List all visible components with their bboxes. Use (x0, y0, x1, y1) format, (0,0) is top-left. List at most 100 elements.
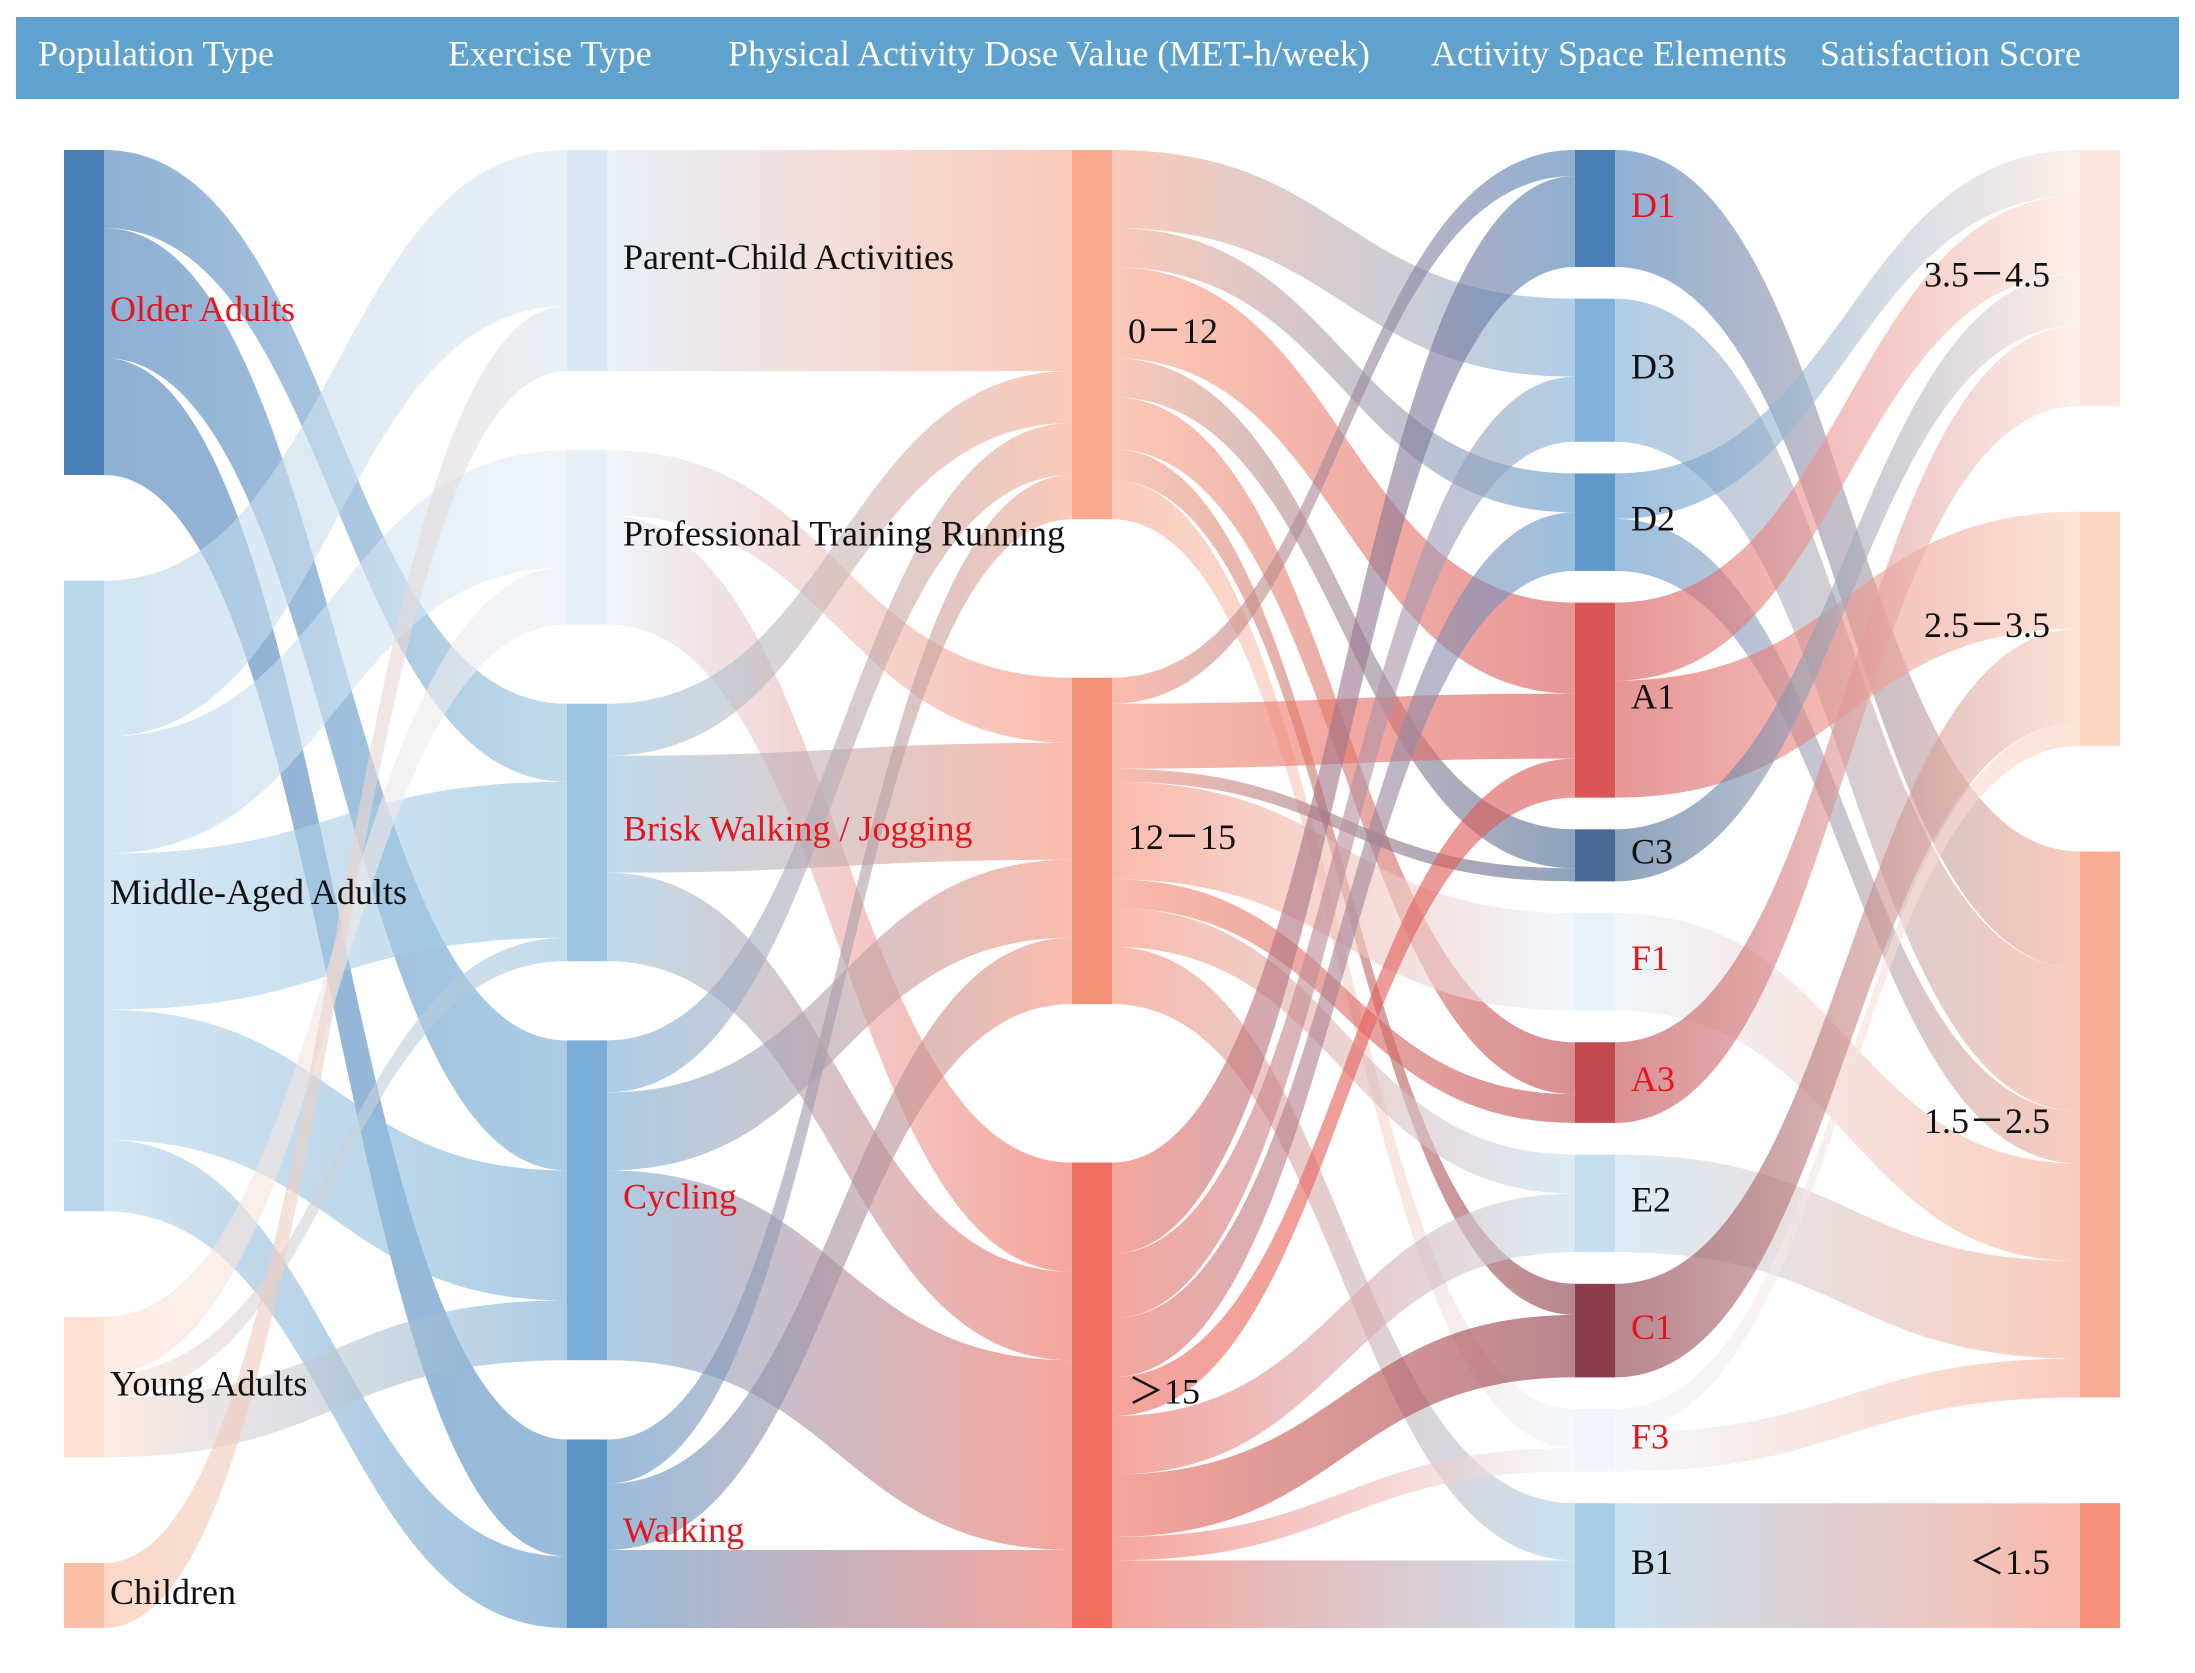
flow (104, 1300, 567, 1458)
node (1575, 1409, 1615, 1472)
node (567, 1040, 607, 1361)
flow (607, 515, 1072, 1272)
node-label: F3 (1631, 1417, 1669, 1457)
node-label: Walking (623, 1510, 744, 1550)
flow (1615, 511, 2080, 798)
node-label: A1 (1631, 676, 1675, 716)
node (1575, 1154, 1615, 1253)
node (567, 703, 607, 962)
flow (607, 1550, 1072, 1628)
flow (1112, 946, 1575, 1561)
node-label: D2 (1631, 498, 1675, 538)
flow (1112, 907, 1575, 1194)
node-label: Cycling (623, 1177, 737, 1217)
flow (1112, 267, 1575, 694)
flow (1615, 325, 2080, 1123)
node (1575, 1283, 1615, 1378)
flow (1615, 722, 2080, 1433)
flow (607, 371, 1072, 756)
flow (1112, 879, 1575, 1123)
node (1575, 473, 1615, 571)
node (567, 450, 607, 625)
node-label: 1.5－2.5 (1924, 1101, 2050, 1141)
node-label: 3.5－4.5 (1924, 254, 2050, 294)
node-label: A3 (1631, 1059, 1675, 1099)
node-label: E2 (1631, 1180, 1671, 1220)
flow (607, 150, 1072, 371)
node-label: Children (110, 1572, 236, 1612)
flow (1615, 195, 2080, 681)
node-label: Brisk Walking / Jogging (623, 809, 972, 849)
flow (1112, 176, 1575, 1254)
labels: Older Adults Middle-Aged Adults Young Adul… (110, 185, 2050, 1612)
node (1575, 150, 1615, 267)
flow (607, 859, 1072, 1171)
node (2080, 1503, 2120, 1628)
flow (607, 423, 1072, 1093)
flow (1112, 1193, 1575, 1475)
flow (1615, 273, 2080, 882)
node-label: Parent-Child Activities (623, 237, 954, 277)
node (2080, 150, 2120, 407)
node (64, 580, 104, 1212)
node-label: 12－15 (1128, 817, 1236, 857)
node-label: 0－12 (1128, 311, 1218, 351)
node (1072, 1162, 1112, 1628)
flow (1112, 1560, 1575, 1628)
flow (1112, 758, 1575, 1417)
node (1072, 150, 1112, 520)
node (64, 150, 104, 475)
node (64, 1316, 104, 1458)
node (1575, 602, 1615, 798)
node (2080, 511, 2120, 746)
column-title: Exercise Type (448, 33, 652, 73)
flow (1112, 512, 1575, 1378)
flow (104, 150, 567, 737)
node-label: Older Adults (110, 289, 295, 329)
node-label: Professional Training Running (623, 514, 1065, 554)
flow (104, 450, 567, 854)
node (64, 1563, 104, 1628)
node-label: ＞15 (1128, 1372, 1200, 1412)
column-title: Population Type (38, 33, 274, 73)
flow (607, 742, 1072, 873)
nodes (64, 150, 2120, 1628)
column-title: Activity Space Elements (1431, 33, 1787, 73)
flow (104, 937, 567, 1398)
node (567, 150, 607, 371)
flow (607, 937, 1072, 1550)
flow (104, 306, 567, 1628)
node-label: 2.5－3.5 (1924, 605, 2050, 645)
node (1575, 1503, 1615, 1628)
node (1575, 913, 1615, 1011)
node-label: ＜1.5 (1969, 1542, 2050, 1582)
flow (1112, 228, 1575, 513)
flow (607, 1170, 1072, 1550)
node-label: F1 (1631, 938, 1669, 978)
node (1575, 1042, 1615, 1123)
flow (607, 450, 1072, 743)
node-label: C1 (1631, 1307, 1673, 1347)
node (1575, 298, 1615, 442)
node-label: Young Adults (110, 1363, 307, 1403)
flow (1615, 518, 2080, 1164)
flow (104, 1009, 567, 1301)
flow (1112, 150, 1575, 704)
column-title: Satisfaction Score (1820, 33, 2081, 73)
flow (1615, 1503, 2080, 1628)
flow (1615, 1358, 2080, 1472)
node-label: C3 (1631, 832, 1673, 872)
flow (1112, 376, 1575, 1319)
flow (607, 475, 1072, 1484)
node (567, 1439, 607, 1628)
header-bar (16, 17, 2179, 99)
links (104, 150, 2080, 1628)
node-label: D3 (1631, 346, 1675, 386)
node-label: Middle-Aged Adults (110, 872, 407, 912)
flow (1112, 781, 1575, 1011)
node (2080, 851, 2120, 1398)
flow (1615, 628, 2080, 1378)
flow (1615, 150, 2080, 519)
